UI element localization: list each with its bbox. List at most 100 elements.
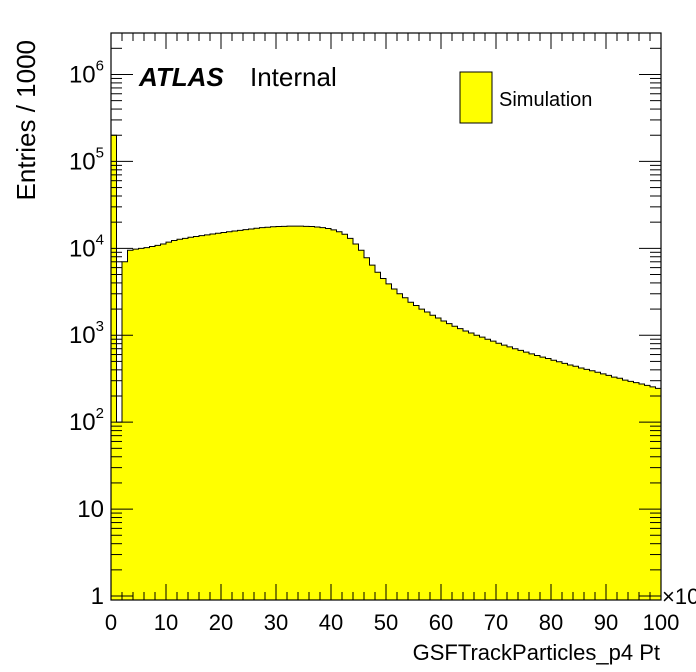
histogram-bin [342,234,348,600]
x-tick-label: 0 [105,610,117,635]
histogram-bin [501,345,508,600]
histogram-bin [584,369,590,600]
histogram-bin [270,226,277,601]
histogram-bin [600,373,607,600]
histogram-bin [512,348,519,600]
histogram-bin [507,346,513,600]
histogram-bin [617,378,623,600]
histogram-bin [369,265,376,600]
histogram-bin [468,333,475,600]
histogram-bin [166,242,172,601]
histogram-bin [419,309,425,600]
histogram-series [110,134,662,601]
histogram-bin [287,226,293,600]
histogram-bin [160,244,167,600]
histogram-bin [353,244,359,600]
histogram-bin [314,226,321,600]
histogram-bin [155,245,161,600]
histogram-bin [265,227,271,600]
histogram-bin [138,248,145,600]
histogram-bin [562,363,568,600]
histogram-bin [430,315,436,600]
x-axis-multiplier: ×10³ [662,584,696,609]
atlas-label: ATLAS Internal [138,62,337,92]
histogram-bin [221,232,227,600]
histogram-bin [441,320,447,600]
legend-swatch-simulation [459,71,493,124]
histogram-bin [237,230,244,600]
histogram-bin [589,370,596,600]
histogram-bin [182,238,189,600]
histogram-bin [556,361,563,600]
x-tick-label: 60 [429,610,453,635]
histogram-bin [226,231,233,600]
y-tick-label: 103 [69,318,104,349]
histogram-bin [215,233,222,601]
atlas-experiment-label: ATLAS [138,62,224,92]
histogram-bin [380,278,387,600]
axis-ticks [110,32,662,600]
histogram-bin [639,383,645,600]
histogram-bin [193,236,200,600]
histogram-bin [149,246,156,600]
histogram-bin [331,229,337,601]
x-tick-label: 30 [264,610,288,635]
histogram-bin [408,302,414,600]
histogram-bin [303,226,310,600]
histogram-bin [111,135,117,600]
histogram-bin [540,357,546,600]
x-axis-label: GSFTrackParticles_p4 Pt [413,640,660,665]
histogram-bin [243,229,249,600]
histogram-outline [110,134,662,600]
histogram-bin [457,328,464,600]
histogram-bin [347,238,354,600]
histogram-bin [358,250,365,600]
histogram-bin [336,231,343,600]
histogram-bin [413,305,420,600]
histogram-bin [122,261,128,600]
histogram-bin [622,380,629,600]
histogram-bin [375,272,381,600]
histogram-bin [650,386,656,600]
histogram-bin [204,234,211,600]
histogram-bin [485,339,491,600]
histogram-bin [281,226,288,600]
histogram-bin [452,326,458,600]
histogram-bin [127,250,134,600]
histogram-bin [248,228,255,600]
histogram-bin [534,355,541,600]
histogram-bin [529,353,535,600]
histogram-bin [628,381,634,600]
histogram-bin [232,231,238,601]
histogram-bin [633,382,640,600]
histogram-bin [479,337,486,600]
histogram-bin [259,227,266,601]
histogram-bin [325,228,332,600]
histogram-bin [496,343,502,600]
histogram-bin [523,352,530,600]
histogram-bin [606,375,612,600]
histogram-bin [171,240,178,601]
x-tick-label: 70 [484,610,508,635]
y-tick-label: 1 [91,583,104,610]
y-tick-label: 102 [69,405,104,436]
histogram-bin [133,249,139,600]
histogram-bin [655,388,662,600]
histogram-bin [545,358,552,600]
histogram-bin [644,385,651,600]
histogram-bin [435,317,442,600]
atlas-status-label: Internal [250,62,337,92]
histogram-bin [177,239,183,600]
histogram-bin [298,226,304,600]
histogram-bin [551,360,557,600]
histogram-bin [611,377,618,600]
histogram-bin [578,367,585,600]
histogram-bin [320,227,326,601]
histogram-bin [490,341,497,600]
y-tick-label: 10 [77,496,104,523]
legend-label-simulation: Simulation [499,89,592,111]
histogram-bin [424,312,431,600]
histogram-bin [309,226,315,600]
